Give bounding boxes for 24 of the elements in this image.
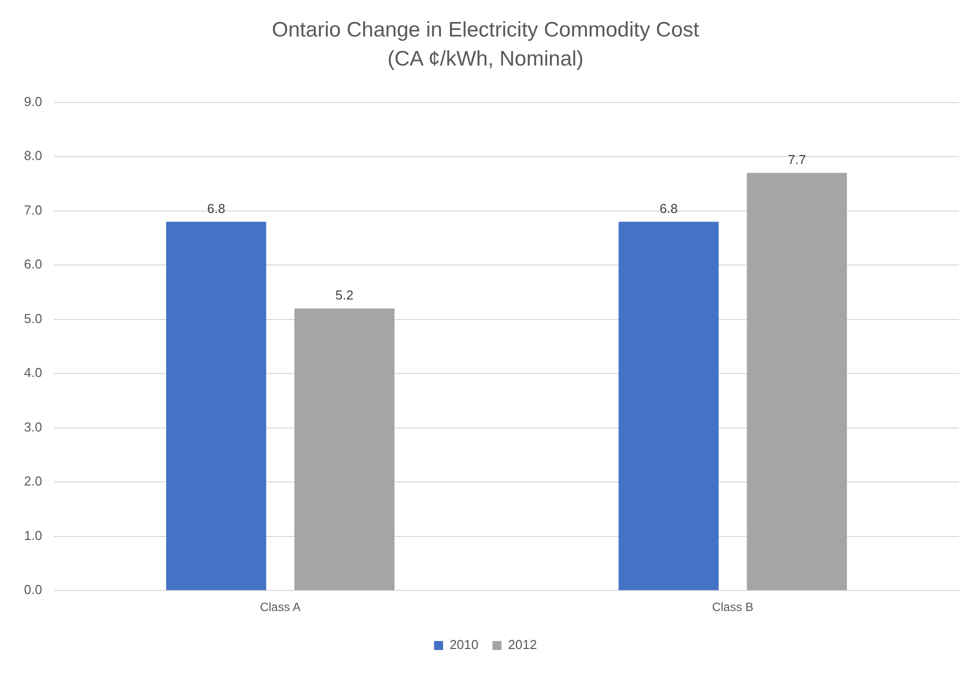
- data-label: 5.2: [335, 288, 354, 303]
- y-tick-label: 7.0: [24, 202, 42, 218]
- bar: [746, 172, 847, 590]
- y-tick-label: 9.0: [24, 94, 42, 109]
- legend-label: 2012: [508, 637, 537, 652]
- y-tick-label: 6.0: [24, 256, 42, 272]
- y-tick-label: 3.0: [24, 419, 42, 434]
- legend-label: 2010: [450, 637, 478, 652]
- bar: [618, 222, 719, 590]
- data-label: 7.7: [788, 152, 806, 167]
- x-tick-label: Class B: [712, 600, 754, 614]
- data-label: 6.8: [660, 200, 678, 216]
- y-tick-label: 0.0: [24, 582, 42, 598]
- y-tick-label: 1.0: [24, 528, 42, 543]
- x-tick-label: Class A: [260, 600, 301, 614]
- chart-subtitle: (CA ¢/kWh, Nominal): [387, 48, 584, 71]
- y-tick-label: 2.0: [24, 474, 42, 489]
- bar: [166, 222, 266, 590]
- chart-title: Ontario Change in Electricity Commodity Cost: [272, 18, 700, 42]
- y-tick-label: 8.0: [24, 148, 42, 164]
- y-tick-label: 4.0: [24, 365, 42, 380]
- data-label: 6.8: [207, 200, 226, 216]
- y-tick-label: 5.0: [24, 310, 42, 326]
- bar: [294, 308, 394, 590]
